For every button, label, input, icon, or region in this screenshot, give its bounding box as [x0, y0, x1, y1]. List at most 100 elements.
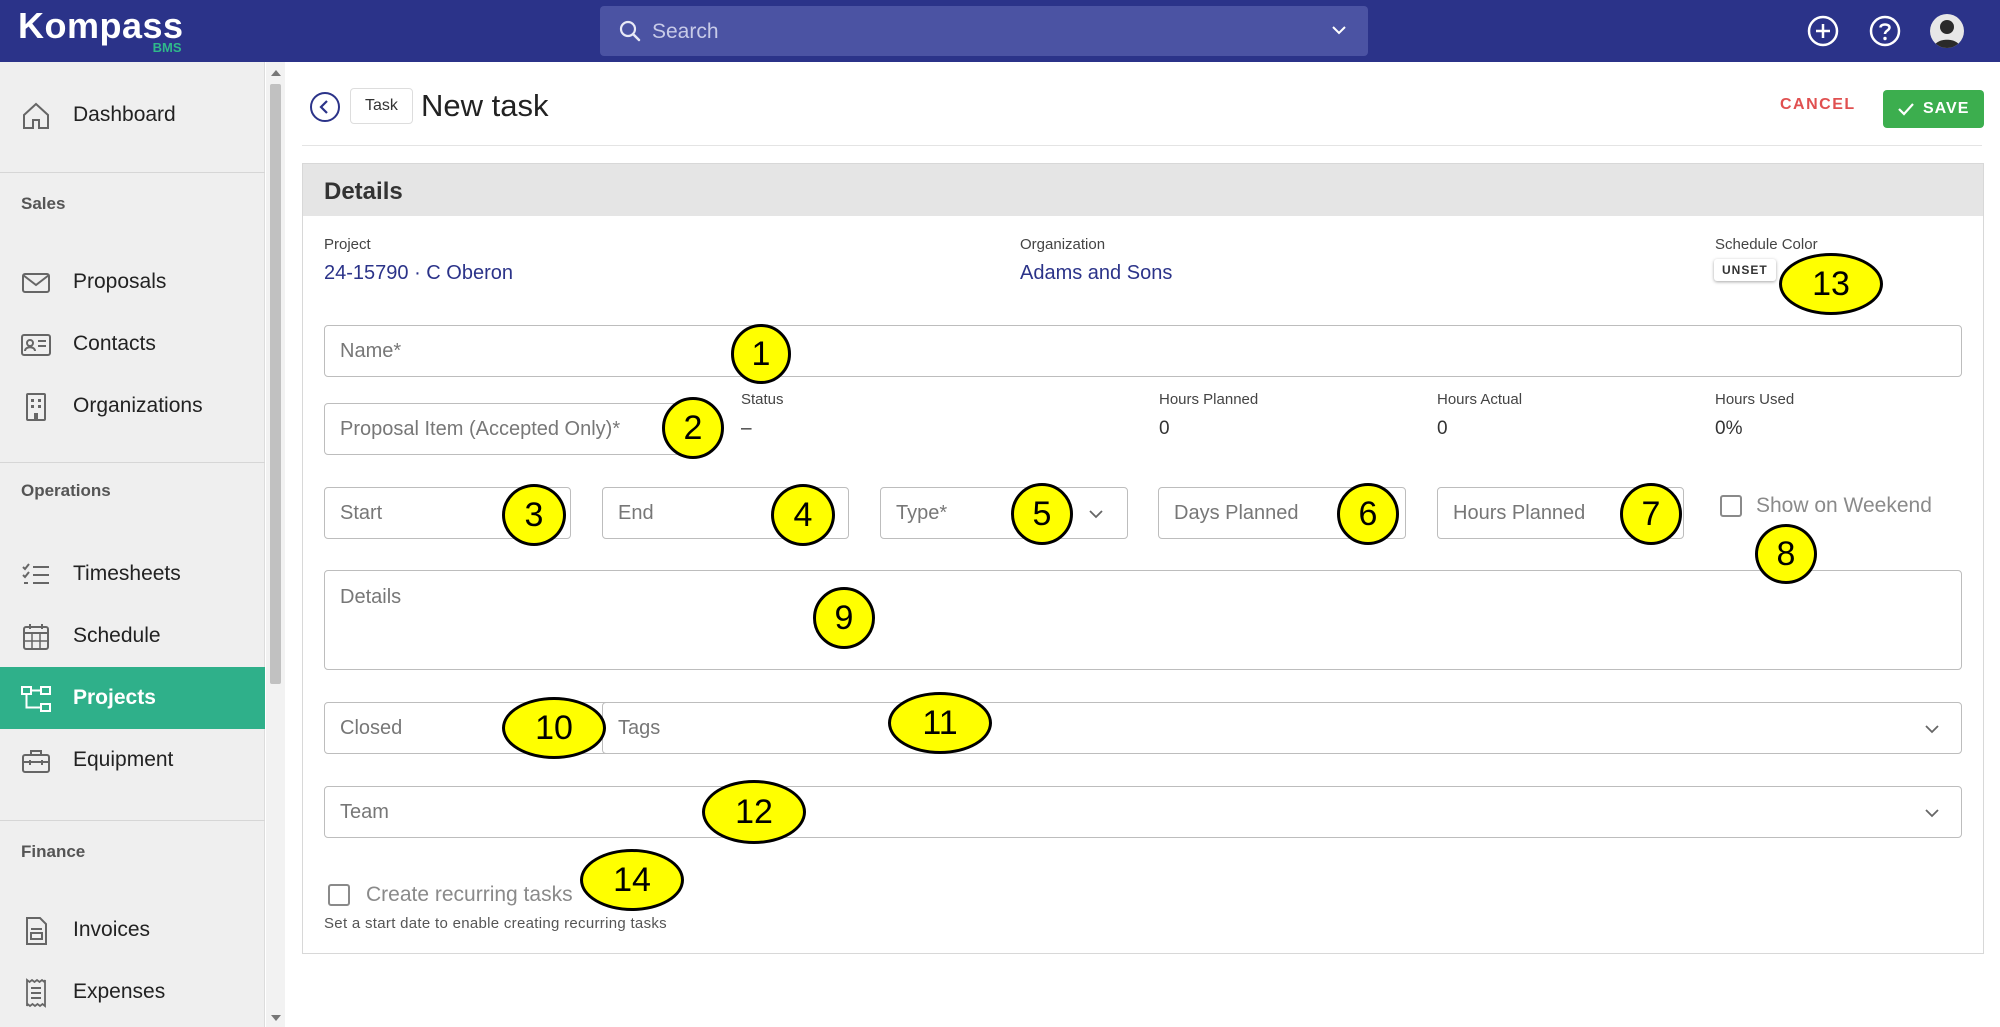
section-operations: Operations [21, 481, 111, 500]
callout-marker: 1 [731, 324, 791, 384]
hours-planned-value: 0 [1159, 418, 1170, 439]
sidebar-item-equipment[interactable]: Equipment [0, 729, 265, 791]
closed-placeholder: Closed [340, 717, 403, 739]
invoice-icon [26, 917, 47, 945]
chevron-down-icon [1925, 725, 1939, 734]
show-on-weekend-label[interactable]: Show on Weekend [1756, 494, 1932, 517]
callout-marker: 6 [1337, 483, 1399, 545]
status-label: Status [741, 391, 784, 408]
home-icon [23, 102, 49, 129]
callout-marker: 13 [1779, 253, 1883, 315]
details-section-title: Details [324, 178, 403, 205]
scroll-up-arrow-icon[interactable] [271, 70, 281, 76]
show-on-weekend-checkbox[interactable] [1720, 495, 1742, 517]
tags-select[interactable]: Tags [602, 702, 1962, 754]
sidebar-divider [0, 820, 265, 821]
details-textarea[interactable]: Details [324, 570, 1962, 670]
page-title: New task [421, 88, 549, 123]
hours-planned-placeholder: Hours Planned [1453, 502, 1586, 524]
proposal-item-placeholder: Proposal Item (Accepted Only)* [340, 418, 621, 440]
sidebar-item-label: Equipment [73, 748, 174, 771]
schedule-color-button[interactable]: UNSET [1714, 259, 1776, 281]
scroll-down-arrow-icon[interactable] [271, 1015, 281, 1021]
chevron-down-icon [1089, 510, 1103, 519]
top-bar: Kompass BMS Search [0, 0, 2000, 62]
help-circle-icon[interactable] [1868, 14, 1902, 48]
organization-link[interactable]: Adams and Sons [1020, 262, 1173, 284]
search-bar[interactable]: Search [600, 6, 1368, 56]
project-link[interactable]: 24-15790 · C Oberon [324, 262, 514, 284]
check-icon [1898, 103, 1914, 116]
cancel-button[interactable]: CANCEL [1780, 96, 1856, 113]
avatar[interactable] [1930, 14, 1964, 48]
avatar-icon [1934, 20, 1960, 48]
team-select[interactable]: Team [324, 786, 1962, 838]
chevron-down-icon [1925, 809, 1939, 818]
sidebar-item-label: Schedule [73, 624, 161, 647]
sidebar-item-timesheets[interactable]: Timesheets [0, 543, 265, 605]
callout-marker: 3 [502, 484, 566, 546]
save-button-label: SAVE [1923, 100, 1970, 117]
sidebar-item-label: Dashboard [73, 103, 176, 126]
sidebar-item-dashboard[interactable]: Dashboard [0, 84, 265, 146]
proposal-item-field[interactable]: Proposal Item (Accepted Only)* [324, 403, 694, 455]
sidebar-divider [0, 172, 265, 173]
callout-marker: 14 [580, 849, 684, 911]
start-placeholder: Start [340, 502, 383, 524]
scrollbar-thumb[interactable] [270, 84, 281, 684]
calendar-icon [23, 624, 49, 650]
sidebar-divider [0, 462, 265, 463]
hours-planned-label: Hours Planned [1159, 391, 1259, 408]
type-select[interactable]: Type* [880, 487, 1128, 539]
sidebar-item-proposals[interactable]: Proposals [0, 251, 265, 313]
schedule-color-label: Schedule Color [1715, 236, 1818, 253]
section-sales: Sales [21, 194, 66, 213]
name-placeholder: Name* [340, 340, 402, 362]
sidebar-item-organizations[interactable]: Organizations [0, 375, 265, 437]
create-recurring-checkbox[interactable] [328, 884, 350, 906]
hours-used-value: 0% [1715, 418, 1743, 439]
sidebar-scrollbar[interactable] [266, 62, 285, 1027]
project-tree-icon [21, 686, 51, 712]
logo-text: Kompass [18, 5, 184, 46]
callout-marker: 4 [771, 484, 835, 546]
breadcrumb-chip[interactable]: Task [350, 88, 413, 124]
callout-marker: 2 [662, 397, 724, 459]
callout-marker: 5 [1011, 483, 1073, 545]
create-recurring-label[interactable]: Create recurring tasks [366, 883, 573, 906]
sidebar-item-label: Timesheets [73, 562, 181, 585]
header-divider [302, 145, 1982, 146]
details-placeholder: Details [340, 586, 402, 608]
chevron-down-icon[interactable] [1330, 21, 1348, 39]
sidebar-item-schedule[interactable]: Schedule [0, 605, 265, 667]
plus-circle-icon[interactable] [1806, 14, 1840, 48]
sidebar-item-expenses[interactable]: Expenses [0, 961, 265, 1023]
callout-marker: 7 [1620, 483, 1682, 545]
hours-used-label: Hours Used [1715, 391, 1795, 408]
details-card-header: Details [303, 164, 1983, 216]
search-icon [619, 20, 641, 42]
app-logo[interactable]: Kompass BMS [18, 5, 184, 56]
search-input[interactable]: Search [652, 20, 719, 43]
days-planned-placeholder: Days Planned [1174, 502, 1299, 524]
toolbox-icon [22, 750, 50, 773]
sidebar: Dashboard Sales Proposals Contacts Organ… [0, 62, 265, 1027]
sidebar-item-invoices[interactable]: Invoices [0, 899, 265, 961]
sidebar-item-projects[interactable]: Projects [0, 667, 265, 729]
envelope-icon [22, 273, 50, 293]
project-label: Project [324, 236, 371, 253]
sidebar-item-label: Projects [73, 686, 156, 709]
back-arrow-icon[interactable] [310, 92, 340, 122]
section-finance: Finance [21, 842, 86, 861]
callout-marker: 11 [888, 692, 992, 754]
sidebar-item-label: Proposals [73, 270, 167, 293]
callout-marker: 12 [702, 780, 806, 844]
status-value: – [741, 418, 752, 439]
logo-subtext: BMS [152, 40, 182, 55]
sidebar-item-contacts[interactable]: Contacts [0, 313, 265, 375]
name-field[interactable]: Name* [324, 325, 1962, 377]
sidebar-item-label: Invoices [73, 918, 151, 941]
hours-actual-value: 0 [1437, 418, 1448, 439]
organization-label: Organization [1020, 236, 1106, 253]
save-button[interactable]: SAVE [1883, 90, 1984, 128]
